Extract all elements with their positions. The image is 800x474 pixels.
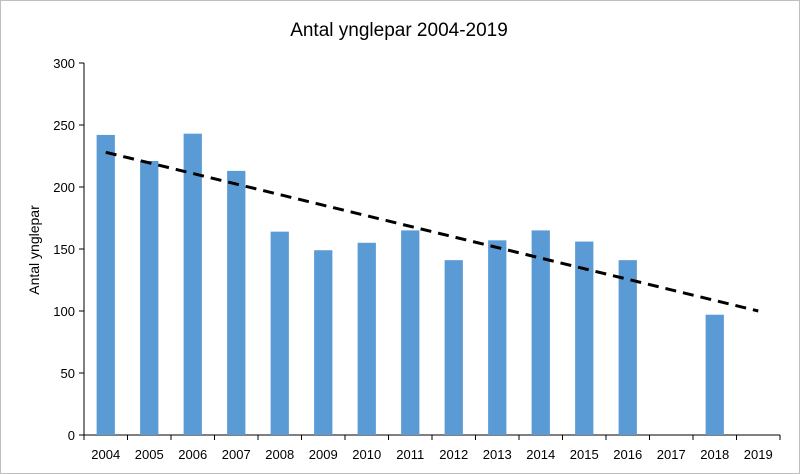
x-tick-label: 2011 [396, 447, 424, 462]
x-tick-label: 2012 [439, 447, 468, 462]
y-tick-label: 50 [61, 366, 75, 381]
bar-2013 [488, 240, 507, 435]
x-tick-label: 2013 [483, 447, 512, 462]
bar-2005 [140, 160, 159, 435]
bar-2008 [270, 231, 289, 435]
y-tick-label: 150 [53, 242, 75, 257]
x-tick-label: 2010 [352, 447, 381, 462]
x-tick-label: 2016 [613, 447, 642, 462]
bar-2011 [401, 230, 420, 435]
bar-2007 [227, 170, 246, 435]
bar-2004 [96, 134, 115, 436]
y-tick-label: 200 [53, 180, 75, 195]
y-tick-label: 0 [68, 428, 75, 443]
x-tick-label: 2014 [526, 447, 555, 462]
y-axis-label: Antal ynglepar [26, 205, 42, 295]
x-axis: 2004 2005 2006 2007 2008 2009 2010 2011 2012 2013… [83, 434, 781, 462]
x-tick-label: 2007 [222, 447, 251, 462]
x-tick-label: 2015 [570, 447, 599, 462]
bar-2010 [357, 242, 376, 435]
bar-2009 [314, 250, 333, 435]
y-tick-label: 100 [53, 304, 75, 319]
x-tick-label: 2008 [265, 447, 294, 462]
x-tick-label: 2005 [135, 447, 164, 462]
bar-2015 [575, 241, 594, 435]
chart-title: Antal ynglepar 2004-2019 [290, 20, 508, 41]
bar-2006 [183, 133, 202, 435]
bar-2014 [531, 230, 550, 435]
y-tick-label: 300 [53, 56, 75, 71]
y-axis: 0 50 100 150 200 250 300 [53, 56, 85, 443]
y-tick-label: 250 [53, 118, 75, 133]
bars [96, 133, 724, 436]
x-tick-label: 2017 [657, 447, 686, 462]
trendline-group [105, 150, 759, 313]
x-tick-label: 2009 [309, 447, 338, 462]
bar-2018 [705, 314, 724, 435]
x-tick-label: 2006 [178, 447, 207, 462]
x-tick-label: 2019 [744, 447, 773, 462]
trendline [105, 150, 759, 313]
x-tick-label: 2018 [700, 447, 729, 462]
bar-2012 [444, 260, 463, 435]
bar-2016 [618, 260, 637, 435]
x-tick-label: 2004 [91, 447, 120, 462]
